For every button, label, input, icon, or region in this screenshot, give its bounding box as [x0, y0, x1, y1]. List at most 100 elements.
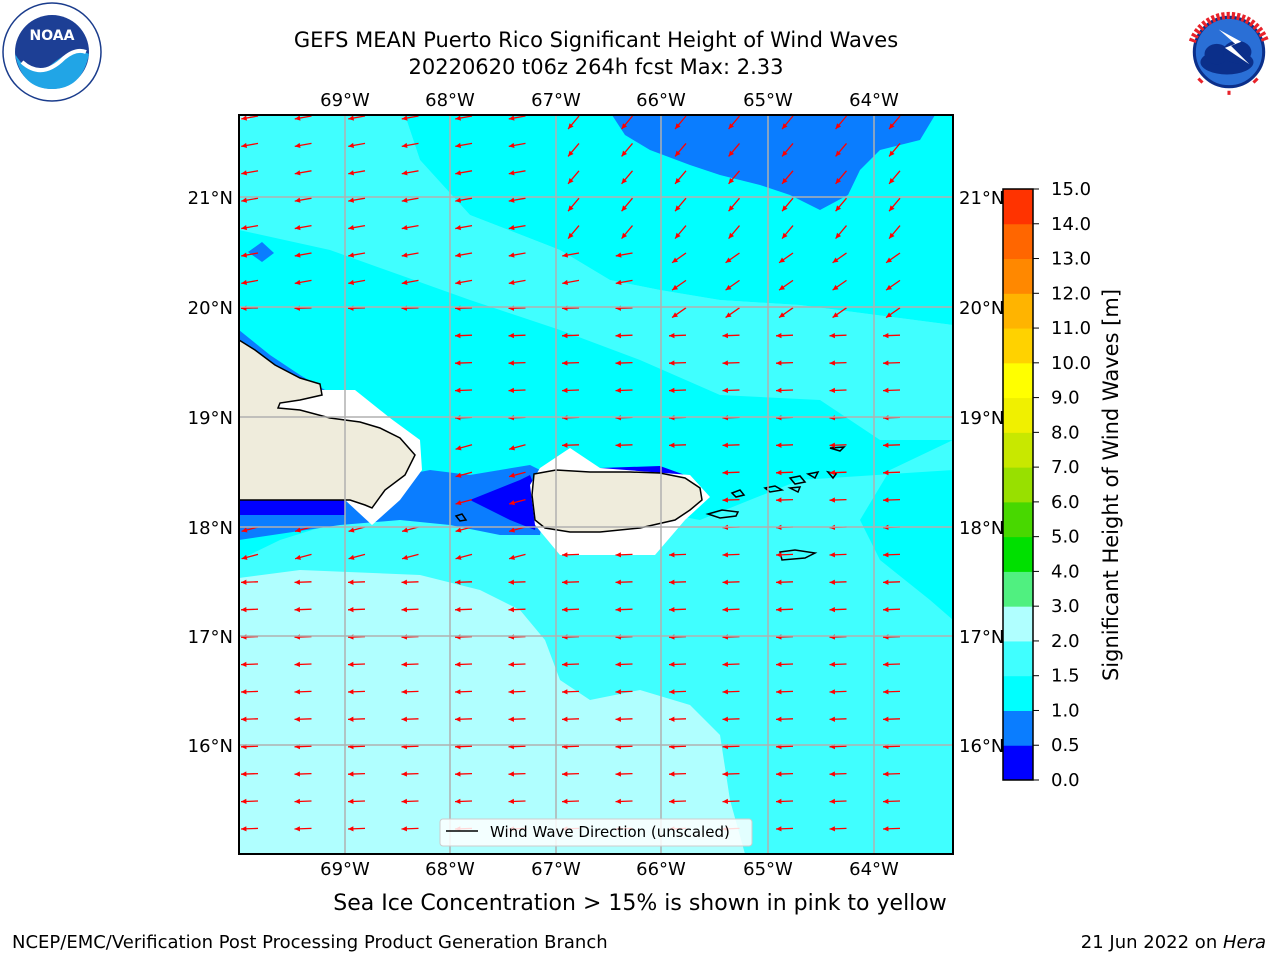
wave-direction-arrow: [882, 826, 901, 832]
colorbar-segment: [1003, 362, 1033, 399]
wave-direction-arrow: [508, 279, 526, 285]
wave-direction-arrow: [348, 279, 366, 285]
arrow-head: [241, 579, 247, 585]
wave-direction-arrow: [455, 170, 473, 176]
arrow-head: [455, 661, 461, 668]
arrow-head: [889, 232, 895, 239]
lat-tick-label: 17°N: [188, 627, 233, 648]
arrow-head: [621, 123, 628, 130]
land-anegada: [829, 446, 846, 452]
arrow-head: [722, 716, 729, 722]
wave-direction-arrow: [615, 661, 633, 668]
arrow-head: [348, 661, 354, 668]
colorbar-segment: [1003, 293, 1033, 329]
wave-direction-arrow: [401, 716, 419, 722]
wave-direction-arrow: [829, 798, 847, 805]
arrow-head: [883, 606, 889, 613]
wave-direction-arrow: [561, 606, 580, 613]
arrow-head: [725, 312, 732, 318]
wave-direction-arrow: [668, 771, 687, 777]
arrow-head: [829, 661, 836, 668]
arrow-head: [835, 232, 842, 239]
arrow-head: [722, 689, 729, 695]
arrow-head: [562, 689, 568, 695]
arrow-head: [241, 225, 248, 231]
arrow-head: [889, 123, 895, 130]
wave-direction-arrow: [508, 498, 526, 506]
colorbar: 0.0 0.5 1.0 1.5 2.0 3.0 4.0 5.0 6.0 7.0 8.0 9.0 10.0…: [1002, 179, 1091, 791]
arrow-head: [669, 442, 675, 448]
wave-direction-arrow: [668, 661, 687, 668]
wave-direction-arrow: [775, 606, 794, 613]
lat-ticks-right: 21°N 20°N 19°N 18°N 17°N 16°N: [959, 188, 1004, 757]
wave-direction-arrow: [888, 225, 901, 240]
arrow-head: [776, 497, 782, 503]
wave-direction-arrow: [722, 798, 740, 805]
wave-direction-arrow: [728, 197, 740, 212]
arrow-head: [883, 332, 889, 339]
arrow-head: [401, 170, 408, 176]
wave-direction-arrow: [621, 142, 633, 157]
wave-direction-arrow: [455, 553, 473, 560]
arrow-head: [832, 257, 839, 263]
wave-direction-arrow: [835, 142, 847, 157]
wave-direction-arrow: [241, 197, 259, 203]
wave-direction-arrow: [401, 224, 419, 231]
arrow-head: [829, 716, 836, 722]
arrow-head: [776, 771, 782, 777]
arrow-head: [294, 197, 301, 203]
arrow-head: [776, 579, 782, 585]
arrow-head: [348, 115, 355, 121]
arrow-head: [562, 579, 568, 585]
wave-direction-arrow: [671, 252, 687, 264]
wave-direction-arrow: [621, 197, 633, 212]
arrow-head: [829, 332, 836, 339]
wave-direction-arrow: [455, 142, 473, 148]
arrow-head: [832, 284, 839, 291]
wave-direction-arrow: [401, 197, 419, 203]
wave-direction-arrow: [567, 170, 580, 185]
arrow-head: [508, 771, 515, 777]
wave-direction-arrow: [668, 798, 687, 805]
wave-direction-arrow: [294, 252, 312, 258]
wave-direction-arrow: [668, 442, 687, 448]
arrow-head: [883, 469, 889, 476]
arrow-head: [829, 798, 836, 805]
arrow-head: [779, 257, 785, 263]
arrow-head: [615, 579, 622, 585]
wave-direction-arrow: [401, 553, 419, 560]
wave-direction-arrow: [722, 442, 740, 448]
arrow-head: [568, 150, 574, 157]
arrow-head: [776, 661, 782, 668]
wave-direction-arrow: [671, 307, 687, 319]
arrow-head: [294, 142, 301, 148]
wave-direction-arrow: [722, 579, 740, 585]
national-weather-service-logo: [1180, 3, 1278, 101]
wave-direction-arrow: [778, 307, 794, 319]
wave-direction-arrow: [508, 197, 526, 203]
wave-direction-arrow: [885, 252, 901, 264]
wave-direction-arrow: [455, 224, 473, 231]
wave-direction-arrow: [508, 661, 526, 668]
wave-direction-arrow: [882, 689, 901, 695]
arrow-head: [829, 469, 836, 476]
colorbar-segment: [1003, 571, 1033, 607]
arrow-head: [455, 332, 461, 339]
arrow-head: [725, 284, 732, 291]
wave-direction-arrow: [728, 115, 740, 130]
arrow-head: [883, 661, 889, 668]
wave-direction-arrow: [722, 661, 740, 668]
arrow-head: [455, 554, 462, 560]
lon-tick-label: 69°W: [320, 859, 370, 880]
arrow-head: [669, 387, 675, 394]
arrow-head: [562, 332, 568, 339]
wave-direction-arrow: [401, 606, 419, 613]
wave-direction-arrow: [455, 471, 473, 478]
wave-direction-arrow: [888, 142, 901, 157]
wave-direction-arrow: [882, 771, 901, 777]
colorbar-tick-label: 5.0: [1051, 527, 1080, 548]
arrow-head: [508, 716, 515, 722]
arrow-head: [401, 716, 408, 722]
graticule: [239, 115, 953, 854]
wave-direction-arrow: [561, 442, 580, 448]
